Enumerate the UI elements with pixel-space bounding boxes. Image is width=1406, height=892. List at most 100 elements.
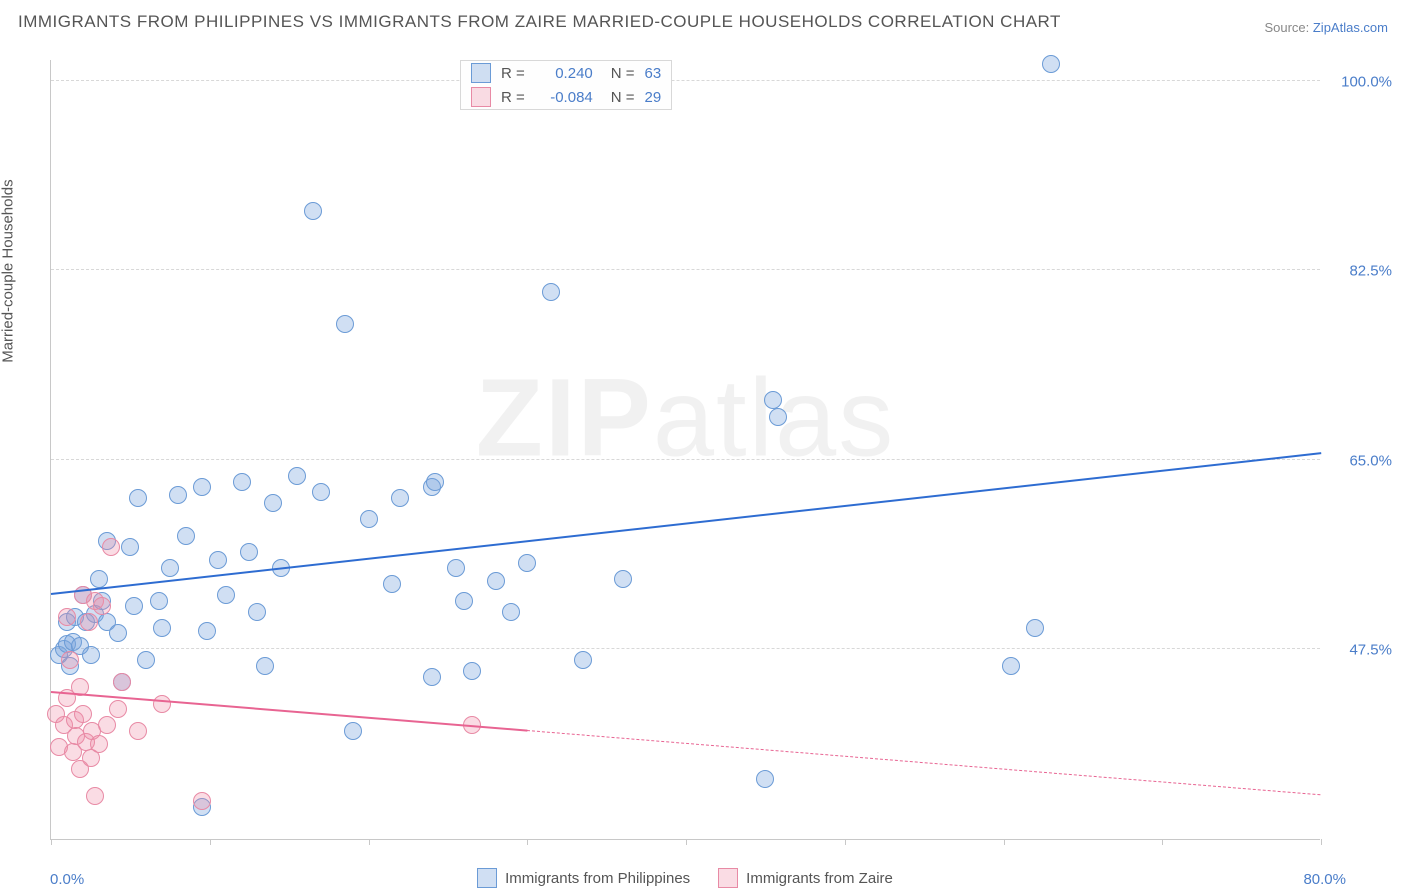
data-point [1042, 55, 1060, 73]
data-point [161, 559, 179, 577]
data-point [90, 735, 108, 753]
gridline [51, 459, 1320, 460]
data-point [129, 722, 147, 740]
legend-swatch [477, 868, 497, 888]
plot-area: ZIPatlas [50, 60, 1320, 840]
legend-r-value: -0.084 [535, 89, 593, 106]
data-point [1002, 657, 1020, 675]
legend-r-label: R = [501, 89, 525, 106]
data-point [391, 489, 409, 507]
data-point [487, 572, 505, 590]
series-legend-label: Immigrants from Philippines [505, 870, 690, 887]
data-point [574, 651, 592, 669]
data-point [193, 478, 211, 496]
data-point [109, 624, 127, 642]
data-point [61, 651, 79, 669]
correlation-legend: R = 0.240 N = 63 R = -0.084 N = 29 [460, 60, 672, 110]
x-tick [527, 839, 528, 845]
data-point [264, 494, 282, 512]
x-tick [51, 839, 52, 845]
trend-line [527, 730, 1321, 795]
x-tick [1321, 839, 1322, 845]
y-axis-label: Married-couple Households [0, 179, 17, 362]
data-point [177, 527, 195, 545]
y-tick-label: 100.0% [1341, 73, 1392, 90]
series-legend-item: Immigrants from Philippines [477, 868, 690, 888]
data-point [169, 486, 187, 504]
data-point [502, 603, 520, 621]
data-point [150, 592, 168, 610]
data-point [109, 700, 127, 718]
data-point [193, 792, 211, 810]
data-point [58, 608, 76, 626]
gridline [51, 648, 1320, 649]
data-point [463, 662, 481, 680]
legend-r-label: R = [501, 65, 525, 82]
data-point [426, 473, 444, 491]
data-point [217, 586, 235, 604]
data-point [360, 510, 378, 528]
legend-swatch [718, 868, 738, 888]
x-tick [210, 839, 211, 845]
y-tick-label: 47.5% [1349, 642, 1392, 659]
data-point [80, 613, 98, 631]
data-point [113, 673, 131, 691]
legend-n-value: 63 [645, 65, 662, 82]
legend-n-value: 29 [645, 89, 662, 106]
data-point [102, 538, 120, 556]
x-tick [686, 839, 687, 845]
data-point [248, 603, 266, 621]
data-point [542, 283, 560, 301]
data-point [756, 770, 774, 788]
data-point [256, 657, 274, 675]
series-legend: Immigrants from Philippines Immigrants fr… [50, 868, 1320, 888]
data-point [304, 202, 322, 220]
legend-r-value: 0.240 [535, 65, 593, 82]
data-point [86, 787, 104, 805]
legend-n-label: N = [611, 65, 635, 82]
data-point [240, 543, 258, 561]
data-point [98, 716, 116, 734]
legend-row: R = -0.084 N = 29 [461, 85, 671, 109]
data-point [455, 592, 473, 610]
chart-title: IMMIGRANTS FROM PHILIPPINES VS IMMIGRANT… [18, 12, 1061, 32]
legend-swatch [471, 63, 491, 83]
legend-row: R = 0.240 N = 63 [461, 61, 671, 85]
data-point [233, 473, 251, 491]
data-point [614, 570, 632, 588]
y-tick-label: 65.0% [1349, 452, 1392, 469]
source-link[interactable]: ZipAtlas.com [1313, 20, 1388, 35]
source-label: Source: [1264, 20, 1312, 35]
data-point [336, 315, 354, 333]
data-point [74, 705, 92, 723]
data-point [121, 538, 139, 556]
legend-n-label: N = [611, 89, 635, 106]
data-point [82, 646, 100, 664]
gridline [51, 80, 1320, 81]
data-point [344, 722, 362, 740]
chart-source: Source: ZipAtlas.com [1264, 20, 1388, 35]
data-point [125, 597, 143, 615]
data-point [137, 651, 155, 669]
watermark: ZIPatlas [476, 355, 895, 482]
series-legend-item: Immigrants from Zaire [718, 868, 893, 888]
data-point [288, 467, 306, 485]
data-point [447, 559, 465, 577]
data-point [383, 575, 401, 593]
x-tick [369, 839, 370, 845]
data-point [93, 597, 111, 615]
data-point [129, 489, 147, 507]
data-point [764, 391, 782, 409]
data-point [518, 554, 536, 572]
data-point [153, 619, 171, 637]
data-point [209, 551, 227, 569]
legend-swatch [471, 87, 491, 107]
data-point [312, 483, 330, 501]
data-point [198, 622, 216, 640]
data-point [769, 408, 787, 426]
data-point [423, 668, 441, 686]
data-point [90, 570, 108, 588]
data-point [1026, 619, 1044, 637]
x-tick [1004, 839, 1005, 845]
series-legend-label: Immigrants from Zaire [746, 870, 893, 887]
